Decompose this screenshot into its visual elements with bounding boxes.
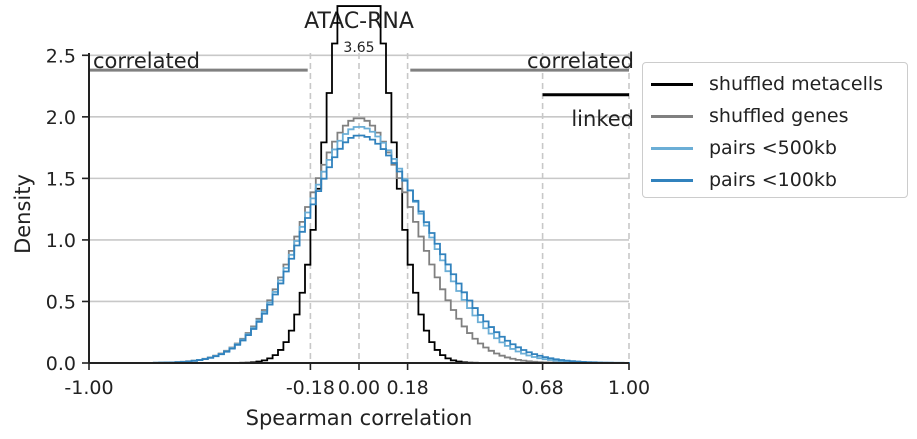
y-axis-label: Density xyxy=(11,174,35,254)
region-label-linked: linked xyxy=(571,107,634,131)
x-tick-label-3: 0.18 xyxy=(386,377,428,399)
region-bars xyxy=(89,68,629,97)
x-tick-label-1: -0.18 xyxy=(286,377,335,399)
legend-label: shuffled genes xyxy=(709,105,849,127)
legend-item-shuffled-genes: shuffled genes xyxy=(651,104,849,128)
y-tick-label-2: 1.0 xyxy=(46,230,76,252)
legend-label: pairs <100kb xyxy=(709,169,837,191)
legend-label: pairs <500kb xyxy=(709,137,837,159)
legend-swatch xyxy=(651,82,693,86)
legend-item-pairs-100kb: pairs <100kb xyxy=(651,168,837,192)
x-tick-label-5: 1.00 xyxy=(608,377,650,399)
y-tick-label-4: 2.0 xyxy=(46,107,76,129)
region-label-correlated-left: correlated xyxy=(93,49,200,73)
x-tick-label-4: 0.68 xyxy=(521,377,563,399)
chart-title: ATAC-RNA xyxy=(304,9,414,34)
x-axis-label: Spearman correlation xyxy=(246,406,473,430)
y-tick-label-1: 0.5 xyxy=(46,291,76,313)
peak-annotation: 3.65 xyxy=(343,40,374,56)
y-tick-label-0: 0.0 xyxy=(46,353,76,375)
x-tick-label-2: 0.00 xyxy=(338,377,380,399)
legend-swatch xyxy=(651,114,693,118)
x-tick-label-0: -1.00 xyxy=(64,377,113,399)
reference-lines xyxy=(88,53,630,363)
axes: -1.00 -0.18 0.00 0.18 0.68 1.00 0.0 0.5 1.0 1.5 2.… xyxy=(46,45,650,399)
legend-swatch xyxy=(651,178,693,182)
legend-item-shuffled-metacells: shuffled metacells xyxy=(651,72,883,96)
region-label-correlated-right: correlated xyxy=(527,49,634,73)
legend-swatch xyxy=(651,146,693,150)
legend-item-pairs-500kb: pairs <500kb xyxy=(651,136,837,160)
chart-legend: shuffled metacells shuffled genes pairs … xyxy=(642,62,908,198)
y-tick-label-5: 2.5 xyxy=(46,45,76,67)
y-tick-label-3: 1.5 xyxy=(46,168,76,190)
legend-label: shuffled metacells xyxy=(709,73,884,95)
